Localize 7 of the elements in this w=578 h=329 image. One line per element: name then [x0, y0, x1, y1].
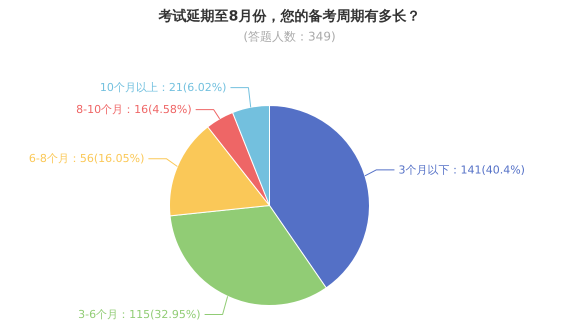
- slice-label: 6-8个月：56(16.05%): [28, 152, 144, 166]
- slice-label: 10个月以上：21(6.02%): [100, 81, 226, 94]
- slice-label: 8-10个月：16(4.58%): [76, 103, 192, 116]
- slice-label: 3个月以下：141(40.4%): [398, 163, 525, 176]
- chart-title: 考试延期至8月份，您的备考周期有多长？: [158, 8, 420, 24]
- chart-subtitle: (答题人数：349): [243, 30, 336, 44]
- slice-label: 3-6个月：115(32.95%): [78, 308, 201, 321]
